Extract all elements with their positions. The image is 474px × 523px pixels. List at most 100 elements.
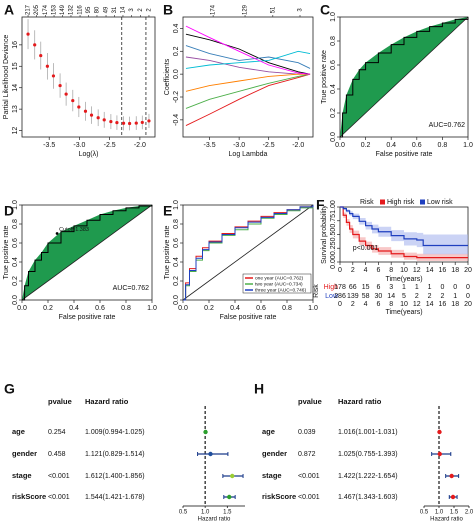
- coefficient-path: [185, 50, 311, 69]
- coefficient-path: [185, 45, 311, 69]
- point: [121, 121, 126, 125]
- risk-count: 6: [376, 284, 380, 291]
- y-tick-label: 0.6: [330, 60, 337, 70]
- x-tick-label: 18: [451, 301, 459, 308]
- y-tick-label: 0.8: [173, 219, 180, 229]
- top-tick-label: 132: [69, 4, 75, 15]
- hazard-point: [449, 473, 454, 479]
- y-tick-label: 0.4: [173, 257, 180, 267]
- risk-count: 3: [389, 284, 393, 291]
- x-tick-label: 0.5: [179, 510, 188, 516]
- panel-label: G: [4, 381, 15, 397]
- risk-count: 178: [334, 284, 346, 291]
- panel-label: B: [163, 2, 173, 18]
- x-tick-label: 1.0: [463, 142, 473, 149]
- roc-curve: [183, 205, 314, 301]
- annotation: AUC=0.762: [429, 122, 465, 129]
- survival-curve: [340, 206, 468, 259]
- x-tick-label: 0.6: [95, 305, 105, 312]
- risk-count: 1: [453, 293, 457, 300]
- x-tick-label: 0: [338, 267, 342, 274]
- x-tick-label: 0.8: [438, 142, 448, 149]
- y-tick-label: 1.0: [173, 200, 180, 210]
- x-tick-label: 2: [351, 301, 355, 308]
- x-tick-label: -3.5: [204, 142, 216, 149]
- x-tick-label: 12: [413, 267, 421, 274]
- risk-count: 0: [466, 293, 470, 300]
- row-name: riskScore: [12, 492, 46, 501]
- top-tick-label: 149: [60, 4, 66, 15]
- risk-count: 0: [453, 284, 457, 291]
- legend-label: one year (AUC=0.762): [255, 275, 304, 281]
- x-tick-label: 14: [426, 267, 434, 274]
- x-axis-label: False positive rate: [59, 314, 116, 321]
- x-tick-label: 1.0: [308, 305, 318, 312]
- x-tick-label: -3.5: [43, 142, 55, 149]
- point: [96, 116, 100, 120]
- x-tick-label: 20: [464, 301, 472, 308]
- hazard-ratio: 1.612(1.400-1.856): [85, 473, 145, 480]
- point: [77, 105, 81, 109]
- y-tick-label: 0.8: [12, 219, 19, 229]
- x-tick-label: 0.0: [335, 142, 345, 149]
- y-tick-label: 0.6: [173, 238, 180, 248]
- y-tick-label: 0.2: [12, 276, 19, 286]
- annotation: p<0.001: [353, 245, 379, 252]
- x-tick-label: 0.6: [256, 305, 266, 312]
- risk-count: 139: [347, 293, 359, 300]
- risk-count: 14: [387, 293, 395, 300]
- legend-label: Low risk: [427, 199, 453, 206]
- point: [102, 118, 106, 122]
- column-header: Hazard ratio: [338, 397, 382, 406]
- x-tick-label: 10: [400, 267, 408, 274]
- point: [89, 113, 94, 117]
- hazard-ratio: 1.009(0.994-1.025): [85, 429, 145, 436]
- x-tick-label: -2.0: [134, 142, 146, 149]
- top-tick-label: 174: [43, 4, 49, 15]
- x-tick-label: 1.5: [450, 510, 459, 516]
- y-tick-label: 1.00: [330, 200, 337, 214]
- top-tick-label: 116: [78, 5, 84, 15]
- x-tick-label: -2.0: [292, 142, 304, 149]
- hazard-ratio: 1.422(1.222-1.654): [338, 473, 398, 480]
- x-tick-label: -2.5: [104, 142, 116, 149]
- hazard-point: [203, 429, 208, 435]
- point: [33, 43, 37, 47]
- y-axis-label: Survival probability: [321, 205, 328, 264]
- row-name: age: [12, 427, 25, 436]
- point: [115, 121, 119, 125]
- point: [45, 64, 49, 68]
- y-tick-label: 0.50: [330, 228, 337, 242]
- p-value: 0.254: [48, 429, 66, 436]
- y-axis-label: Coefficients: [164, 58, 171, 95]
- risk-count: 1: [428, 284, 432, 291]
- x-tick-label: 20: [464, 267, 472, 274]
- x-tick-label: -3.0: [73, 142, 85, 149]
- x-tick-label: 0.4: [230, 305, 240, 312]
- x-tick-label: 12: [413, 301, 421, 308]
- y-tick-label: 0.4: [12, 257, 19, 267]
- point: [83, 109, 88, 113]
- risk-count: 58: [362, 293, 370, 300]
- panel-label: C: [320, 2, 330, 18]
- risk-count: 2: [415, 293, 419, 300]
- hazard-point: [227, 494, 232, 500]
- x-axis-label: Log(λ): [79, 151, 99, 158]
- x-tick-label: 2.0: [465, 510, 474, 516]
- x-tick-label: 0.8: [121, 305, 131, 312]
- top-tick-label: 51: [270, 6, 276, 13]
- x-axis-label: False positive rate: [376, 151, 433, 158]
- plot-frame: [182, 16, 314, 138]
- y-axis-label: True positive rate: [3, 225, 10, 279]
- y-tick-label: 0.25: [330, 241, 337, 255]
- y-tick-label: -0.2: [173, 91, 180, 103]
- point: [109, 119, 113, 124]
- point: [71, 98, 75, 103]
- y-tick-label: 0.4: [330, 84, 337, 94]
- risk-row-label: Low: [325, 293, 339, 300]
- diagonal: [339, 16, 469, 138]
- x-tick-label: 6: [376, 301, 380, 308]
- row-name: stage: [262, 471, 282, 480]
- plot-frame: [21, 204, 153, 301]
